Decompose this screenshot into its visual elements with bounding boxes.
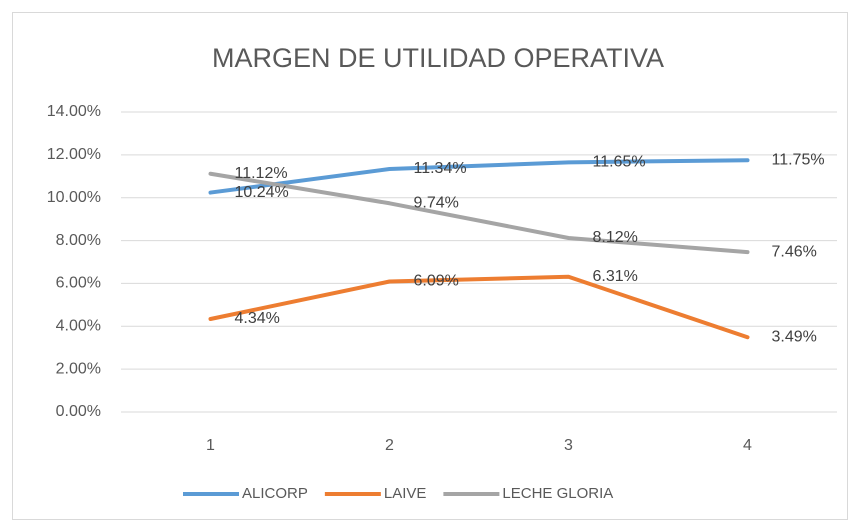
data-label: 11.34% [414, 160, 467, 177]
x-tick-label: 4 [743, 437, 752, 454]
data-label: 9.74% [414, 195, 459, 212]
series-line [208, 158, 750, 195]
y-tick-label: 8.00% [56, 232, 101, 249]
x-tick-label: 3 [564, 437, 573, 454]
data-label: 8.12% [593, 229, 638, 246]
data-label: 7.46% [772, 243, 817, 260]
series-line [208, 274, 750, 340]
data-label: 11.65% [593, 154, 646, 171]
y-tick-label: 4.00% [56, 318, 101, 335]
data-label: 4.34% [235, 310, 280, 327]
data-label: 3.49% [772, 328, 817, 345]
data-label: 11.12% [235, 165, 288, 182]
y-tick-label: 2.00% [56, 360, 101, 377]
chart-border [12, 12, 848, 520]
x-tick-label: 1 [206, 437, 215, 454]
data-label: 10.24% [235, 184, 289, 201]
legend-label: ALICORP [242, 485, 308, 502]
legend-label: LECHE GLORIA [502, 485, 613, 502]
legend-label: LAIVE [384, 485, 427, 502]
y-tick-label: 14.00% [47, 103, 101, 120]
y-tick-label: 0.00% [56, 403, 101, 420]
data-label: 6.09% [414, 273, 459, 290]
data-label: 11.75% [772, 151, 825, 168]
x-tick-label: 2 [385, 437, 394, 454]
series-line [208, 171, 750, 255]
chart-title: MARGEN DE UTILIDAD OPERATIVA [212, 43, 664, 73]
data-label: 6.31% [593, 268, 638, 285]
y-tick-label: 6.00% [56, 275, 101, 292]
y-tick-label: 10.00% [47, 189, 101, 206]
y-tick-label: 12.00% [47, 146, 101, 163]
